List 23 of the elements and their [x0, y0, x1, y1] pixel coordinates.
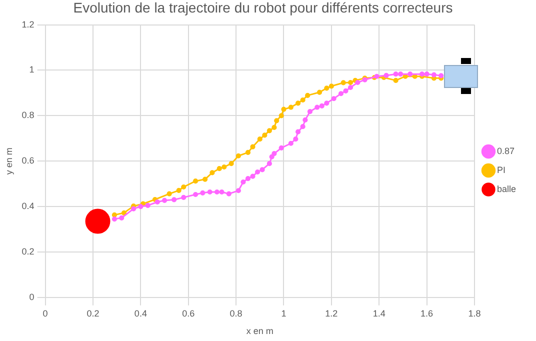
- legend-label: balle: [496, 184, 516, 194]
- y-tick-label: 0.8: [22, 110, 34, 120]
- x-tick-label: 0.8: [230, 308, 242, 318]
- y-tick-label: 0.2: [22, 246, 34, 256]
- x-tick-label: 1.8: [468, 308, 481, 318]
- legend-label: PI: [496, 164, 506, 175]
- x-tick-label: 0: [42, 308, 48, 318]
- chart-title: Evolution de la trajectoire du robot pour différents correcteurs: [73, 0, 453, 16]
- y-tick-label: 0.6: [22, 156, 34, 166]
- x-tick-label: 0.6: [182, 308, 195, 318]
- y-tick-label: 0: [29, 292, 34, 302]
- y-axis-title: y en m: [4, 148, 14, 175]
- legend-label: 0.87: [496, 146, 515, 156]
- y-tick-label: 0.4: [22, 201, 34, 212]
- x-tick-label: 0.2: [86, 308, 100, 318]
- x-tick-label: 0.4: [134, 308, 147, 318]
- x-tick-label: 1.2: [325, 308, 338, 318]
- x-tick-label: 1: [281, 308, 286, 318]
- x-tick-label: 1.4: [372, 308, 386, 318]
- x-axis-title: x en m: [246, 326, 274, 336]
- y-tick-label: 1.2: [22, 19, 34, 30]
- y-tick-label: 1: [29, 64, 34, 75]
- x-tick-label: 1.6: [420, 308, 434, 318]
